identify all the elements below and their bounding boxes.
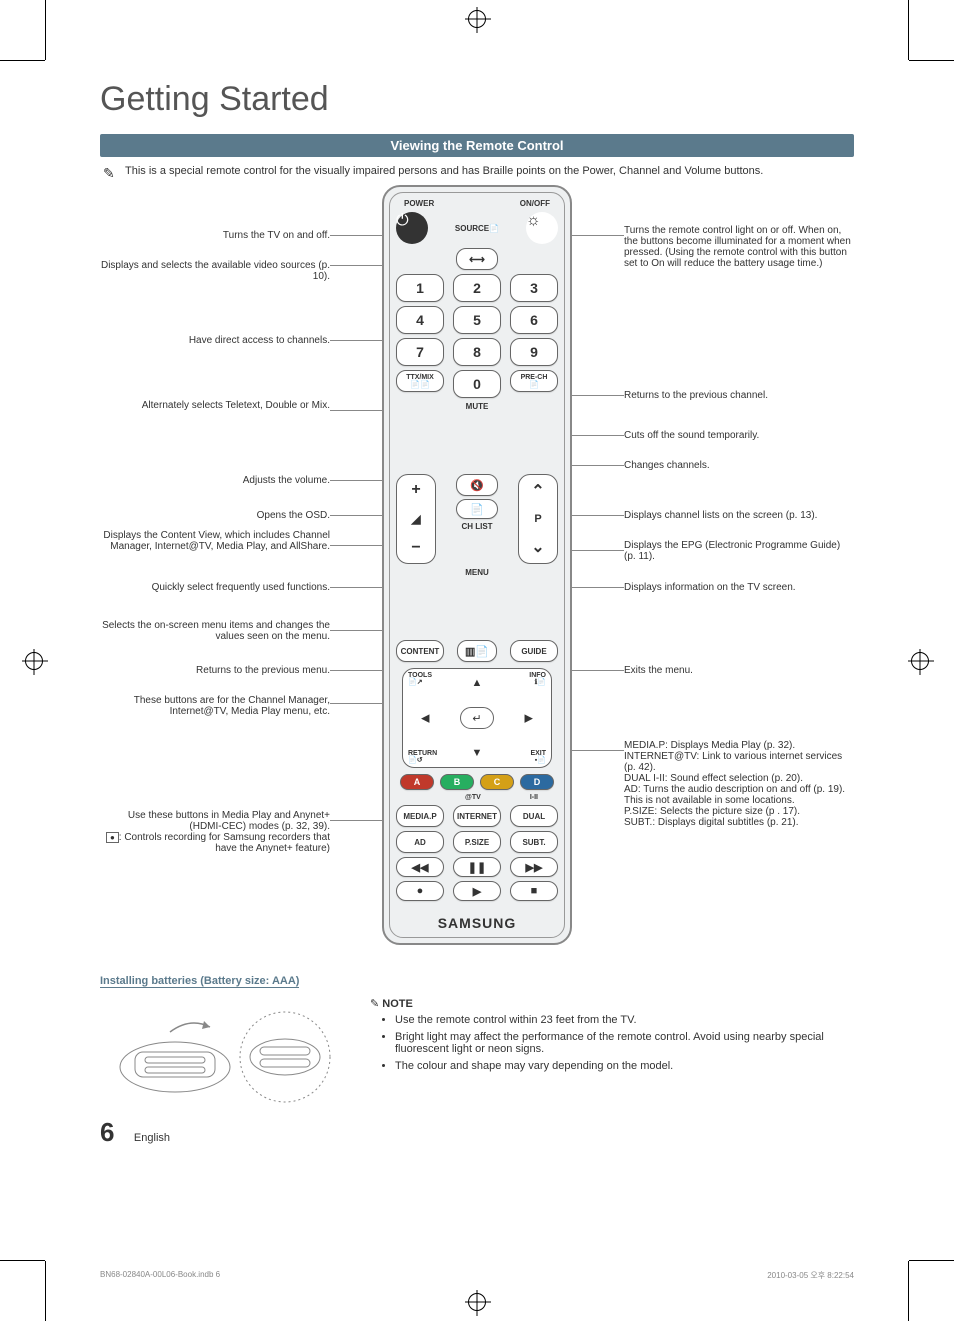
btn-6[interactable]: 6 [510, 306, 558, 334]
footer-right: 2010-03-05 오후 8:22:54 [767, 1270, 854, 1281]
callout-return: Returns to the previous menu. [100, 665, 330, 676]
btn-2[interactable]: 2 [453, 274, 501, 302]
install-title: Installing batteries (Battery size: AAA) [100, 975, 299, 988]
color-d[interactable]: D [520, 774, 554, 790]
stop-button[interactable]: ■ [510, 881, 558, 901]
source-button[interactable]: ⟷ [456, 248, 498, 270]
color-b[interactable]: B [440, 774, 474, 790]
rec-icon: ● [106, 832, 119, 843]
main-title: Getting Started [100, 80, 854, 119]
callout-guide: Displays the EPG (Electronic Programme G… [624, 540, 854, 562]
light-button[interactable]: ☼ [526, 212, 558, 244]
callout-media: Use these buttons in Media Play and Anyn… [100, 810, 330, 854]
btn-1[interactable]: 1 [396, 274, 444, 302]
callout-colors: These buttons are for the Channel Manage… [100, 695, 330, 717]
callout-channels: Changes channels. [624, 460, 854, 471]
callout-onoff: Turns the remote control light on or off… [624, 225, 854, 269]
arrow-down[interactable]: ▼ [472, 747, 483, 759]
btn-5[interactable]: 5 [453, 306, 501, 334]
channel-rocker[interactable]: ⌃P⌄ [518, 474, 558, 564]
btn-9[interactable]: 9 [510, 338, 558, 366]
note-item: Bright light may affect the performance … [395, 1031, 854, 1055]
note-item: The colour and shape may vary depending … [395, 1060, 854, 1072]
doc-footer: BN68-02840A-00L06-Book.indb 6 2010-03-05… [100, 1270, 854, 1281]
play-button[interactable]: ▶ [453, 881, 501, 901]
record-button[interactable]: ● [396, 881, 444, 901]
power-button[interactable]: ⏻ [396, 212, 428, 244]
volume-rocker[interactable]: +◢− [396, 474, 436, 564]
psize-button[interactable]: P.SIZE [453, 831, 501, 853]
internet-button[interactable]: INTERNET [453, 805, 501, 827]
menu-button[interactable]: ▥📄 [457, 640, 497, 662]
dual-button[interactable]: DUAL [510, 805, 558, 827]
arrow-right[interactable]: ▶ [525, 712, 533, 725]
note-icon: ✎ [370, 998, 379, 1010]
enter-button[interactable]: ↵ [460, 707, 494, 729]
callout-volume: Adjusts the volume. [100, 475, 330, 486]
callout-power: Turns the TV on and off. [100, 230, 330, 241]
power-label: POWER [404, 199, 434, 208]
prech-button[interactable]: PRE-CH📄 [510, 370, 558, 392]
mediap-button[interactable]: MEDIA.P [396, 805, 444, 827]
mute-label: MUTE [466, 402, 489, 411]
content-button[interactable]: CONTENT [396, 640, 444, 662]
subt-button[interactable]: SUBT. [510, 831, 558, 853]
forward-button[interactable]: ▶▶ [510, 857, 558, 877]
callout-info: Displays information on the TV screen. [624, 582, 854, 593]
callout-exit: Exits the menu. [624, 665, 854, 676]
color-a[interactable]: A [400, 774, 434, 790]
callout-chlist: Displays channel lists on the screen (p.… [624, 510, 854, 521]
callout-prech: Returns to the previous channel. [624, 390, 854, 401]
pause-button[interactable]: ❚❚ [453, 857, 501, 877]
rewind-button[interactable]: ◀◀ [396, 857, 444, 877]
callout-numbers: Have direct access to channels. [100, 335, 330, 346]
onoff-label: ON/OFF [520, 199, 550, 208]
install-row: ✎ NOTE Use the remote control within 23 … [100, 997, 854, 1107]
ttx-button[interactable]: TTX/MIX📄📄 [396, 370, 444, 392]
footer-left: BN68-02840A-00L06-Book.indb 6 [100, 1270, 220, 1281]
callout-content: Displays the Content View, which include… [100, 530, 330, 552]
language-label: English [134, 1132, 170, 1144]
callout-osd: Opens the OSD. [100, 510, 330, 521]
intro-note: ✎ This is a special remote control for t… [125, 165, 854, 177]
dpad[interactable]: TOOLS📄↗ INFOℹ📄 RETURN📄↺ EXIT▪📄 ▲ ▼ ◀ ▶ ↵ [402, 668, 552, 768]
callout-ttx: Alternately selects Teletext, Double or … [100, 400, 330, 411]
source-label: SOURCE [455, 224, 489, 233]
arrow-up[interactable]: ▲ [472, 677, 483, 689]
note-block: ✎ NOTE Use the remote control within 23 … [370, 997, 854, 1107]
callout-dpad: Selects the on-screen menu items and cha… [100, 620, 330, 642]
note-icon: ✎ [103, 165, 115, 182]
list-button[interactable]: 📄 [456, 499, 498, 519]
mute-button[interactable]: 🔇 [456, 474, 498, 496]
callout-source: Displays and selects the available video… [100, 260, 330, 282]
page-number: 6 [100, 1117, 114, 1148]
btn-4[interactable]: 4 [396, 306, 444, 334]
btn-7[interactable]: 7 [396, 338, 444, 366]
callout-media-block: MEDIA.P: Displays Media Play (p. 32). IN… [624, 740, 854, 828]
menu-label: MENU [465, 568, 489, 577]
remote-diagram: Turns the TV on and off. Displays and se… [100, 185, 854, 955]
remote-control: POWER ON/OFF ⏻ SOURCE 📄 ☼ ⟷ 123 456 789 T… [382, 185, 572, 945]
btn-8[interactable]: 8 [453, 338, 501, 366]
callout-mute: Cuts off the sound temporarily. [624, 430, 854, 441]
btn-0[interactable]: 0 [453, 370, 501, 398]
section-bar: Viewing the Remote Control [100, 134, 854, 157]
note-title: NOTE [382, 998, 413, 1010]
page-footer: 6 English [100, 1117, 854, 1148]
btn-3[interactable]: 3 [510, 274, 558, 302]
guide-button[interactable]: GUIDE [510, 640, 558, 662]
callout-tools: Quickly select frequently used functions… [100, 582, 330, 593]
ad-button[interactable]: AD [396, 831, 444, 853]
battery-diagram [100, 997, 350, 1107]
color-c[interactable]: C [480, 774, 514, 790]
page-content: Getting Started Viewing the Remote Contr… [100, 80, 854, 1241]
note-item: Use the remote control within 23 feet fr… [395, 1014, 854, 1026]
samsung-logo: SAMSUNG [396, 915, 558, 931]
intro-text: This is a special remote control for the… [125, 165, 763, 177]
arrow-left[interactable]: ◀ [421, 712, 429, 725]
chlist-label: CH LIST [461, 522, 492, 531]
